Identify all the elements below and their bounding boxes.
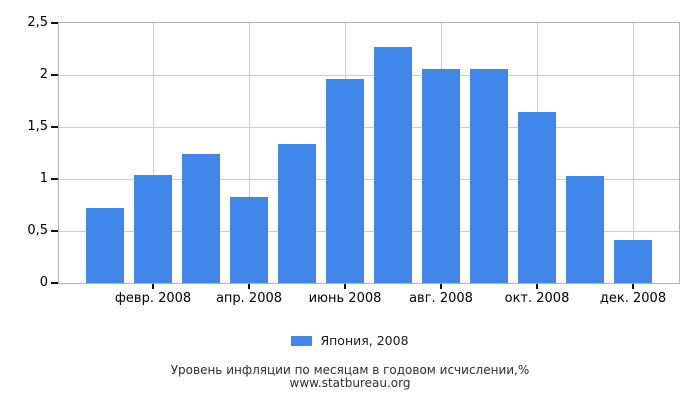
x-tick-label-4: окт. 2008 (504, 291, 570, 306)
y-tick-label-4: 2 (39, 66, 48, 82)
gridline-y-1 (59, 178, 679, 180)
legend: Япония, 2008 (0, 333, 700, 348)
bar-month-11 (566, 175, 604, 283)
bar-month-12 (614, 240, 652, 283)
x-tick-mark-5 (632, 284, 634, 289)
x-tick-label-3: авг. 2008 (409, 291, 473, 306)
y-tick-label-1: 0,5 (27, 222, 48, 238)
x-tick-label-5: дек. 2008 (599, 291, 667, 306)
gridline-x-3 (248, 23, 250, 283)
x-tick-mark-2 (344, 284, 346, 289)
y-tick-label-3: 1,5 (27, 118, 48, 134)
caption-title: Уровень инфляции по месяцам в годовом ис… (170, 363, 530, 377)
y-tick-label-2: 1 (39, 170, 48, 186)
bar-month-1 (86, 208, 124, 283)
y-tick-mark-1 (51, 229, 58, 232)
bar-month-5 (278, 143, 316, 283)
gridline-y-2 (59, 74, 679, 76)
y-tick-label-5: 2,5 (27, 14, 48, 30)
gridline-x-11 (632, 23, 634, 283)
y-tick-mark-3 (51, 125, 58, 128)
bar-month-8 (422, 68, 460, 283)
legend-label: Япония, 2008 (320, 333, 409, 348)
x-tick-mark-0 (152, 284, 154, 289)
x-tick-label-2: июнь 2008 (308, 291, 382, 306)
bar-month-10 (518, 112, 556, 283)
y-tick-mark-0 (51, 281, 58, 284)
x-tick-mark-3 (440, 284, 442, 289)
bar-month-7 (374, 46, 412, 283)
gridline-y-0_5 (59, 230, 679, 232)
x-tick-label-1: апр. 2008 (215, 291, 283, 306)
legend-swatch-japan (291, 335, 313, 346)
bar-month-3 (182, 154, 220, 283)
gridline-x-1 (152, 23, 154, 283)
y-tick-mark-2 (51, 177, 58, 180)
y-tick-label-0: 0 (39, 274, 48, 290)
x-tick-mark-1 (248, 284, 250, 289)
bar-month-4 (230, 196, 268, 283)
caption-source: www.statbureau.org (289, 375, 411, 390)
bar-month-9 (470, 68, 508, 283)
y-tick-mark-4 (51, 73, 58, 76)
x-tick-mark-4 (536, 284, 538, 289)
plot-area (58, 22, 680, 284)
y-tick-mark-5 (51, 21, 58, 24)
x-tick-label-0: февр. 2008 (114, 291, 192, 306)
gridline-y-1_5 (59, 126, 679, 128)
bar-month-2 (134, 174, 172, 283)
bar-month-6 (326, 79, 364, 283)
chart-caption: Уровень инфляции по месяцам в годовом ис… (0, 364, 700, 389)
